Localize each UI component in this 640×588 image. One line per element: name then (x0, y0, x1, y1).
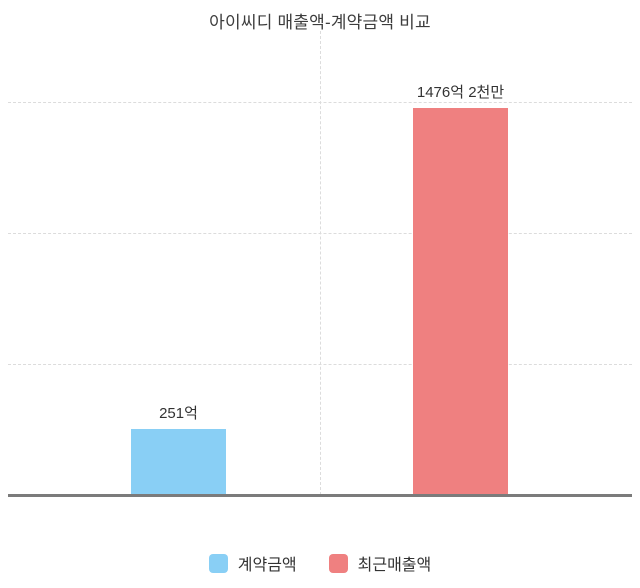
legend-item-최근매출액[interactable]: 최근매출액 (328, 551, 432, 575)
x-axis-line (8, 493, 632, 497)
legend: 계약금액 최근매출액 (0, 551, 640, 575)
v-gridline-category-boundary (319, 31, 321, 495)
bar-value-label-최근매출액: 1476억 2천만 (416, 83, 505, 101)
legend-label: 계약금액 (237, 557, 297, 574)
legend-item-계약금액[interactable]: 계약금액 (208, 551, 297, 575)
bar-value-label-계약금액: 251억 (159, 405, 198, 423)
legend-swatch-icon (208, 553, 228, 573)
legend-label: 최근매출액 (357, 557, 432, 574)
legend-swatch-icon (328, 553, 348, 573)
bar-계약금액[interactable] (131, 429, 226, 495)
chart-title: 아이씨디 매출액-계약금액 비교 (209, 13, 431, 32)
bar-최근매출액[interactable] (413, 107, 508, 495)
